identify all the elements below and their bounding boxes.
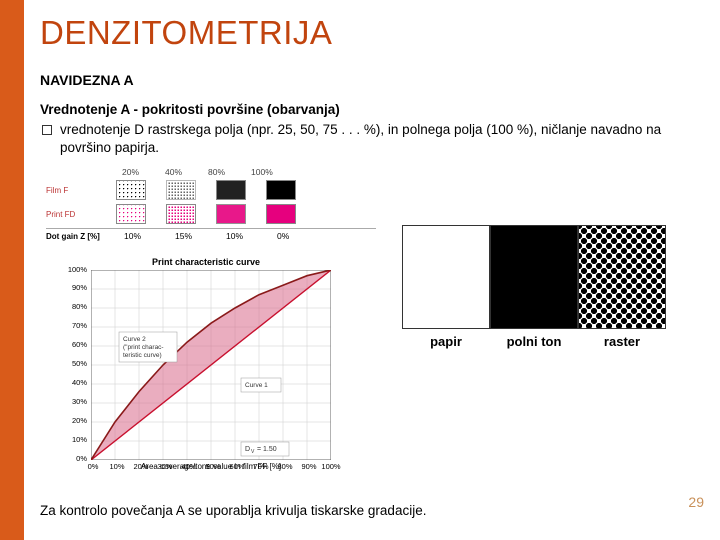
swatch bbox=[266, 180, 296, 200]
xtick: 0% bbox=[81, 462, 105, 471]
swatch bbox=[266, 204, 296, 224]
swatch bbox=[166, 180, 196, 200]
ytick: 40% bbox=[59, 378, 87, 387]
chart-plot-area: Curve 2 ("print charac- teristic curve) … bbox=[91, 270, 331, 460]
svg-text:Curve 2: Curve 2 bbox=[123, 336, 146, 343]
swatch-row-print: Print FD bbox=[116, 204, 376, 224]
panel-label: polni ton bbox=[490, 334, 578, 349]
print-characteristic-chart: Print characteristic curve bbox=[46, 257, 366, 471]
panel-solid bbox=[490, 225, 578, 329]
pct-header: 20% bbox=[122, 167, 139, 177]
bullet-icon bbox=[42, 125, 52, 135]
swatch-row-film: Film F bbox=[116, 180, 376, 200]
swatch-grid: 20% 40% 80% 100% Film F Print FD bbox=[116, 167, 376, 241]
svg-text:D: D bbox=[245, 446, 250, 453]
ytick: 50% bbox=[59, 359, 87, 368]
dotgain-val: 10% bbox=[226, 231, 243, 241]
ytick: 70% bbox=[59, 321, 87, 330]
accent-sidebar bbox=[0, 0, 24, 540]
ytick: 20% bbox=[59, 416, 87, 425]
swatch bbox=[116, 204, 146, 224]
svg-text:Curve 1: Curve 1 bbox=[245, 382, 268, 389]
ytick: 10% bbox=[59, 435, 87, 444]
tri-panel bbox=[402, 225, 702, 329]
swatch-header-row: 20% 40% 80% 100% bbox=[116, 167, 376, 177]
tone-comparison-figure: papir polni ton raster bbox=[402, 225, 702, 349]
xtick: 30% bbox=[153, 462, 177, 471]
row-label: Film F bbox=[46, 186, 116, 195]
chart-title: Print characteristic curve bbox=[46, 257, 366, 267]
section-heading: Vrednotenje A - pokritosti površine (oba… bbox=[40, 102, 700, 117]
ytick: 80% bbox=[59, 302, 87, 311]
swatch-and-chart-figure: 20% 40% 80% 100% Film F Print FD bbox=[46, 167, 376, 241]
ytick: 60% bbox=[59, 340, 87, 349]
row-label: Print FD bbox=[46, 210, 116, 219]
bullet-text: vrednotenje D rastrskega polja (npr. 25,… bbox=[60, 121, 700, 157]
panel-label: papir bbox=[402, 334, 490, 349]
xtick: 60% bbox=[225, 462, 249, 471]
panel-paper bbox=[402, 225, 490, 329]
slide-title: DENZITOMETRIJA bbox=[40, 14, 700, 52]
figures-region: 20% 40% 80% 100% Film F Print FD bbox=[40, 167, 700, 477]
xtick: 80% bbox=[273, 462, 297, 471]
panel-raster bbox=[578, 225, 666, 329]
page-number: 29 bbox=[688, 494, 704, 510]
xtick: 20% bbox=[129, 462, 153, 471]
xtick: 50% bbox=[201, 462, 225, 471]
xtick: 10% bbox=[105, 462, 129, 471]
ytick: 100% bbox=[59, 265, 87, 274]
panel-labels: papir polni ton raster bbox=[402, 334, 702, 349]
dotgain-label: Dot gain Z [%] bbox=[46, 232, 116, 241]
ytick: 90% bbox=[59, 283, 87, 292]
slide-subtitle: NAVIDEZNA A bbox=[40, 72, 700, 88]
xtick: 90% bbox=[297, 462, 321, 471]
chart-svg: Curve 2 ("print charac- teristic curve) … bbox=[91, 270, 331, 460]
swatch bbox=[116, 180, 146, 200]
panel-label: raster bbox=[578, 334, 666, 349]
swatch bbox=[216, 180, 246, 200]
svg-text:("print charac-: ("print charac- bbox=[123, 344, 164, 351]
svg-text:= 1.50: = 1.50 bbox=[257, 446, 277, 453]
slide-content: DENZITOMETRIJA NAVIDEZNA A Vrednotenje A… bbox=[40, 14, 700, 477]
footer-text: Za kontrolo povečanja A se uporablja kri… bbox=[40, 503, 680, 518]
pct-header: 100% bbox=[251, 167, 273, 177]
pct-header: 40% bbox=[165, 167, 182, 177]
xtick: 40% bbox=[177, 462, 201, 471]
swatch bbox=[166, 204, 196, 224]
dotgain-row: Dot gain Z [%] 10% 15% 10% 0% bbox=[46, 228, 376, 241]
pct-header: 80% bbox=[208, 167, 225, 177]
swatch bbox=[216, 204, 246, 224]
xtick: 100% bbox=[319, 462, 343, 471]
svg-text:teristic curve): teristic curve) bbox=[123, 352, 162, 359]
dotgain-val: 10% bbox=[124, 231, 141, 241]
bullet-item: vrednotenje D rastrskega polja (npr. 25,… bbox=[40, 121, 700, 157]
ytick: 30% bbox=[59, 397, 87, 406]
dotgain-val: 0% bbox=[277, 231, 289, 241]
xtick: 70% bbox=[249, 462, 273, 471]
dotgain-val: 15% bbox=[175, 231, 192, 241]
